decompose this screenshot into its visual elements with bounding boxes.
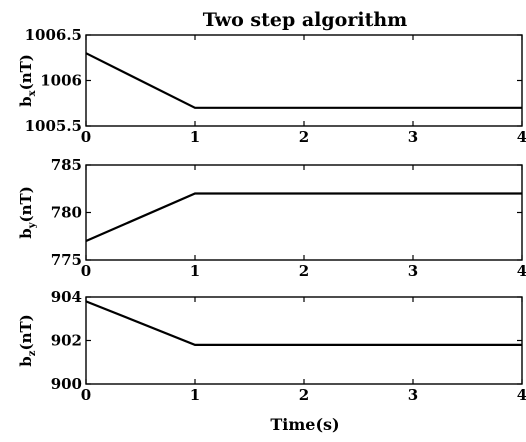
y-axis-label-2: by(nT) (17, 186, 38, 239)
y-axis-label-1: bx(nT) (17, 54, 38, 107)
x-tick-label: 2 (299, 128, 309, 146)
series-line-2 (85, 192, 522, 243)
y-label-base: b (17, 228, 35, 239)
y-label-subscript: z (27, 350, 38, 356)
x-tick-label: 3 (408, 262, 418, 280)
y-axis-label-3: bz(nT) (17, 314, 38, 366)
x-tick-label: 4 (517, 128, 526, 146)
x-tick-label: 1 (190, 386, 200, 404)
series-line-1 (85, 52, 522, 109)
y-label-subscript: x (27, 89, 38, 96)
x-tick-label: 2 (299, 262, 309, 280)
y-label-unit: (nT) (17, 314, 35, 350)
y-tick-label: 1005.5 (25, 117, 82, 135)
chart-title: Two step algorithm (203, 9, 408, 31)
y-tick-label: 900 (51, 375, 82, 393)
y-label-subscript: y (27, 221, 38, 229)
series-line-3 (85, 300, 522, 346)
y-tick-label: 785 (51, 156, 82, 174)
x-tick-label: 3 (408, 386, 418, 404)
y-label-base: b (17, 96, 35, 107)
x-tick-label: 1 (190, 128, 200, 146)
x-tick-label: 4 (517, 262, 526, 280)
axes-box-1 (85, 34, 523, 127)
y-tick-label: 904 (51, 288, 82, 306)
y-tick-label: 902 (51, 332, 82, 350)
x-tick-label: 1 (190, 262, 200, 280)
y-label-unit: (nT) (17, 186, 35, 222)
x-tick-label: 3 (408, 128, 418, 146)
x-tick-label: 0 (81, 262, 91, 280)
x-tick-label: 0 (81, 128, 91, 146)
x-tick-label: 0 (81, 386, 91, 404)
y-tick-label: 780 (51, 204, 82, 222)
y-label-base: b (17, 356, 35, 367)
axes-box-3 (85, 296, 523, 385)
y-tick-label: 1006 (40, 72, 82, 90)
x-axis-label: Time(s) (270, 415, 339, 434)
y-label-unit: (nT) (17, 54, 35, 90)
y-tick-label: 775 (51, 251, 82, 269)
y-tick-label: 1006.5 (25, 26, 82, 44)
x-tick-label: 2 (299, 386, 309, 404)
x-tick-label: 4 (517, 386, 526, 404)
